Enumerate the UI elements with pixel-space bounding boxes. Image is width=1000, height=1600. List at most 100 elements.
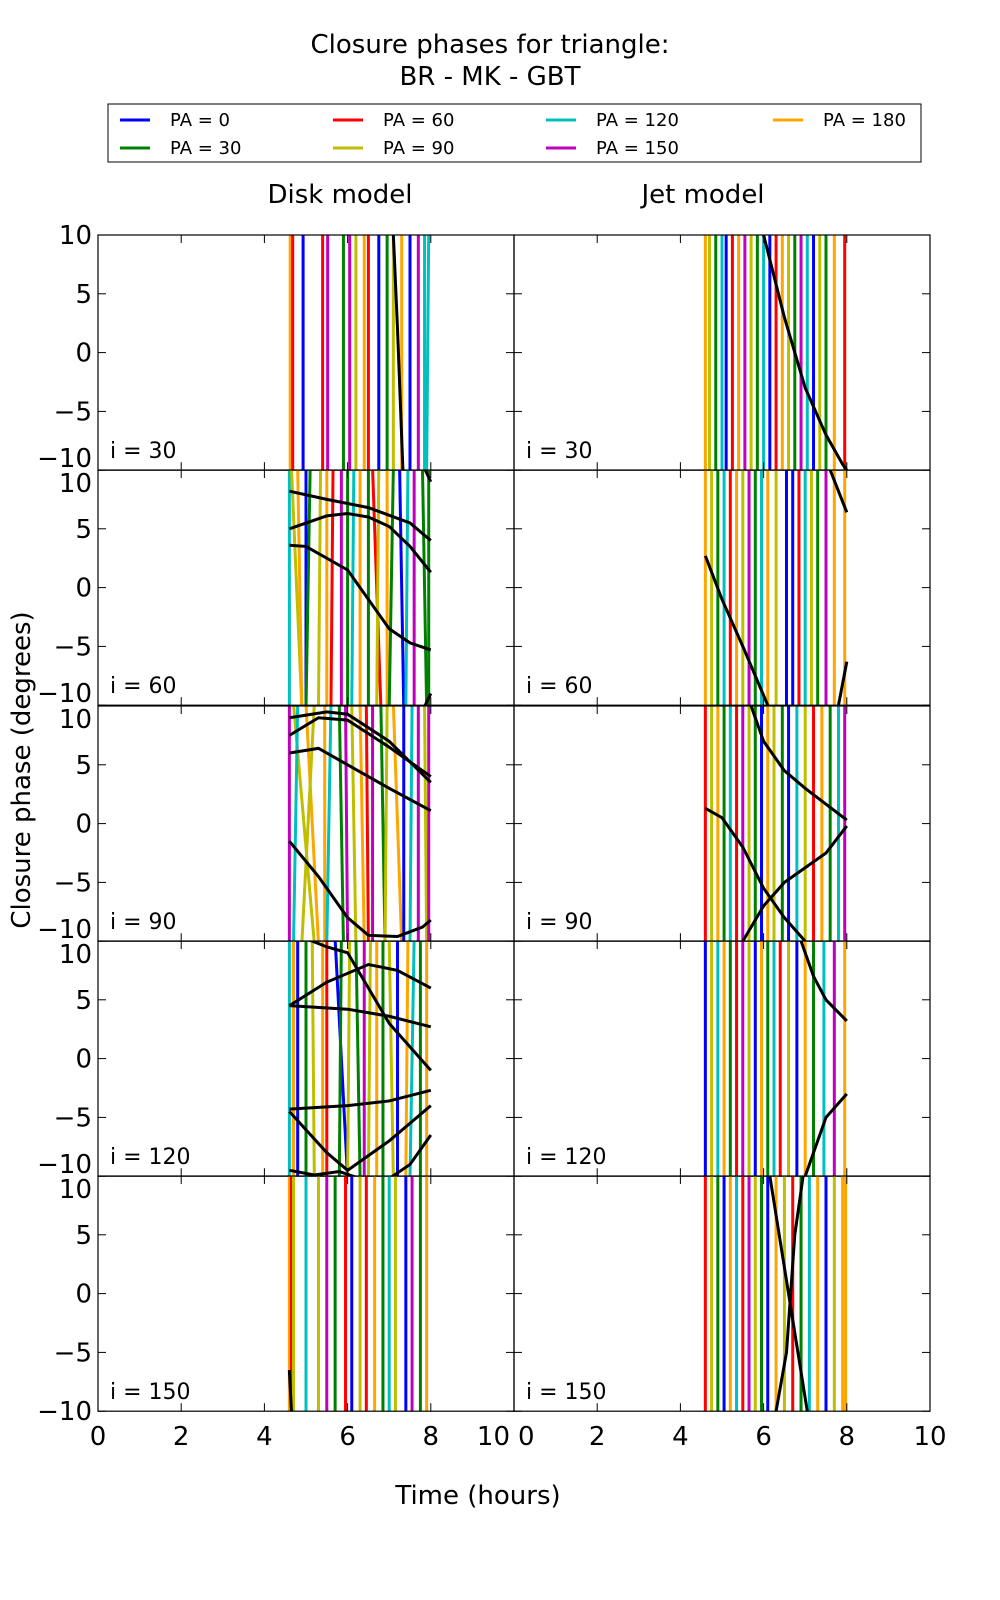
phase-wrap-line [421, 470, 429, 706]
panel-data [287, 706, 432, 942]
y-tick-label: 5 [75, 1221, 92, 1251]
panel-data [287, 1176, 429, 1412]
model-curve [289, 710, 432, 784]
panel-frame [97, 234, 515, 471]
phase-wrap-line [366, 941, 372, 1177]
phase-wrap-line [423, 706, 429, 942]
model-curve [389, 1134, 433, 1177]
panel-jet-2: i = 90 [513, 705, 931, 942]
y-tick-label: 5 [75, 515, 92, 545]
model-curve [289, 1088, 432, 1111]
chart-title: Closure phases for triangle: [311, 30, 670, 60]
model-curve [741, 825, 848, 942]
phase-wrap-line [304, 470, 312, 706]
panel-data [703, 1176, 848, 1412]
y-tick-label: 10 [59, 469, 92, 499]
phase-wrap-line [387, 470, 395, 706]
phase-wrap-line [408, 706, 414, 942]
y-tick-label: 5 [75, 280, 92, 310]
x-tick-label: 6 [755, 1422, 772, 1452]
y-tick-label: 10 [59, 705, 92, 735]
model-curve [803, 1092, 848, 1177]
model-curve [289, 489, 432, 542]
panel-data [703, 706, 848, 942]
phase-wrap-line [354, 941, 362, 1177]
panel-jet-0: i = 30 [513, 234, 931, 471]
legend-label: PA = 90 [383, 138, 454, 159]
y-tick-label: −5 [54, 397, 92, 427]
y-tick-label: −5 [54, 1338, 92, 1368]
legend-label: PA = 60 [383, 110, 454, 131]
x-tick-label: 0 [90, 1422, 107, 1452]
phase-wrap-line [329, 470, 335, 706]
phase-wrap-line [304, 706, 320, 942]
y-tick-label: 0 [75, 1045, 92, 1075]
legend-label: PA = 150 [596, 138, 679, 159]
x-tick-label: 8 [423, 1422, 440, 1452]
y-tick-label: 0 [75, 1280, 92, 1310]
model-curve [828, 470, 849, 513]
model-curve [837, 661, 849, 706]
phase-wrap-line [375, 470, 381, 706]
y-tick-label: 5 [75, 751, 92, 781]
legend-label: PA = 0 [170, 110, 230, 131]
phase-wrap-line [425, 235, 431, 471]
panel-disk-3: i = 120 10 5 0 −5 −10 [37, 940, 515, 1180]
model-curve [774, 1176, 805, 1412]
phase-wrap-line [408, 941, 416, 1177]
panel-inclination-label: i = 150 [526, 1380, 607, 1405]
y-tick-label: 0 [75, 810, 92, 840]
y-tick-label: −10 [37, 679, 92, 709]
legend-label: PA = 120 [596, 110, 679, 131]
x-tick-label: 6 [339, 1422, 356, 1452]
y-tick-label: −10 [37, 444, 92, 474]
model-curve [289, 1004, 432, 1029]
y-tick-label: −5 [54, 1103, 92, 1133]
panel-inclination-label: i = 120 [110, 1145, 191, 1170]
model-curve [288, 716, 432, 778]
phase-wrap-line [337, 706, 345, 942]
phase-wrap-line [325, 706, 333, 942]
panel-jet-3: i = 120 [513, 940, 931, 1177]
phase-wrap-line [296, 470, 304, 706]
model-curve [288, 840, 432, 939]
model-curve [704, 807, 807, 942]
column-title-disk: Disk model [267, 180, 412, 210]
x-tick-label: 4 [256, 1422, 273, 1452]
x-tick-label: 2 [173, 1422, 190, 1452]
column-title-jet: Jet model [639, 180, 764, 210]
phase-wrap-line [350, 470, 356, 706]
y-tick-label: 5 [75, 986, 92, 1016]
panel-jet-4: i = 150 0 2 4 6 8 10 [513, 1175, 947, 1452]
phase-wrap-line [358, 706, 366, 942]
y-tick-label: 0 [75, 339, 92, 369]
panel-data [287, 941, 433, 1177]
y-tick-label: −10 [37, 1150, 92, 1180]
phase-wrap-line [310, 941, 316, 1177]
y-axis-label: Closure phase (degrees) [7, 611, 37, 928]
model-curve [799, 941, 848, 1023]
phase-wrap-line [398, 470, 406, 706]
panel-inclination-label: i = 90 [110, 910, 177, 935]
panel-frame [513, 469, 931, 706]
panel-inclination-label: i = 60 [110, 674, 177, 699]
phase-wrap-line [364, 706, 370, 942]
panel-data [703, 470, 849, 706]
panel-data [288, 235, 431, 471]
panel-disk-2: i = 90 10 5 0 −5 −10 [37, 705, 515, 945]
model-curve [762, 235, 849, 471]
legend-label: PA = 180 [823, 110, 906, 131]
panel-jet-1: i = 60 [513, 469, 931, 706]
x-axis-label: Time (hours) [394, 1481, 560, 1511]
phase-wrap-line [344, 706, 350, 942]
phase-wrap-line [346, 941, 352, 1177]
panel-inclination-label: i = 90 [526, 910, 593, 935]
legend-frame [107, 103, 922, 163]
x-tick-label: 2 [589, 1422, 606, 1452]
y-tick-label: −5 [54, 868, 92, 898]
panel-inclination-label: i = 30 [526, 439, 593, 464]
phase-wrap-line [300, 706, 316, 942]
chart-subtitle: BR - MK - GBT [399, 62, 580, 92]
panel-inclination-label: i = 60 [526, 674, 593, 699]
